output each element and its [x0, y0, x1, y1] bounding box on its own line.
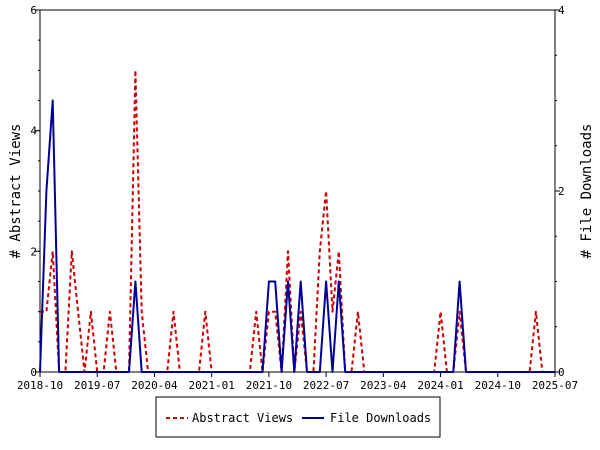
right-axis-title: # File Downloads [579, 124, 595, 259]
x-tick-label: 2019-07 [74, 379, 120, 392]
x-tick-label: 2025-07 [532, 379, 578, 392]
legend-box [155, 396, 441, 438]
left-axis: 0 2 4 6 [30, 4, 40, 379]
left-tick-label: 6 [30, 4, 37, 17]
left-tick-label: 2 [30, 245, 37, 258]
x-tick-label: 2021-01 [188, 379, 234, 392]
x-tick-label: 2021-10 [246, 379, 292, 392]
left-axis-title: # Abstract Views [8, 124, 24, 259]
left-tick-label: 0 [30, 366, 37, 379]
legend: Abstract Views File Downloads [155, 396, 441, 438]
left-tick-label: 4 [30, 125, 37, 138]
legend-label-file-downloads: File Downloads [330, 411, 431, 425]
series-line-file-downloads [39, 99, 555, 373]
x-tick-label: 2024-01 [417, 379, 463, 392]
x-tick-label: 2024-10 [475, 379, 521, 392]
right-tick-label: 2 [558, 185, 565, 198]
legend-label-abstract-views: Abstract Views [192, 411, 293, 425]
x-tick-label: 2023-04 [360, 379, 407, 392]
series-layer [39, 69, 555, 373]
x-tick-label: 2018-10 [17, 379, 63, 392]
right-tick-label: 0 [558, 366, 565, 379]
x-tick-label: 2020-04 [131, 379, 178, 392]
right-tick-label: 4 [558, 4, 565, 17]
right-axis: 0 2 4 [555, 4, 565, 379]
x-axis: 2018-10 2019-07 2020-04 2021-01 2021-10 2022-… [17, 372, 578, 392]
x-tick-label: 2022-07 [303, 379, 349, 392]
